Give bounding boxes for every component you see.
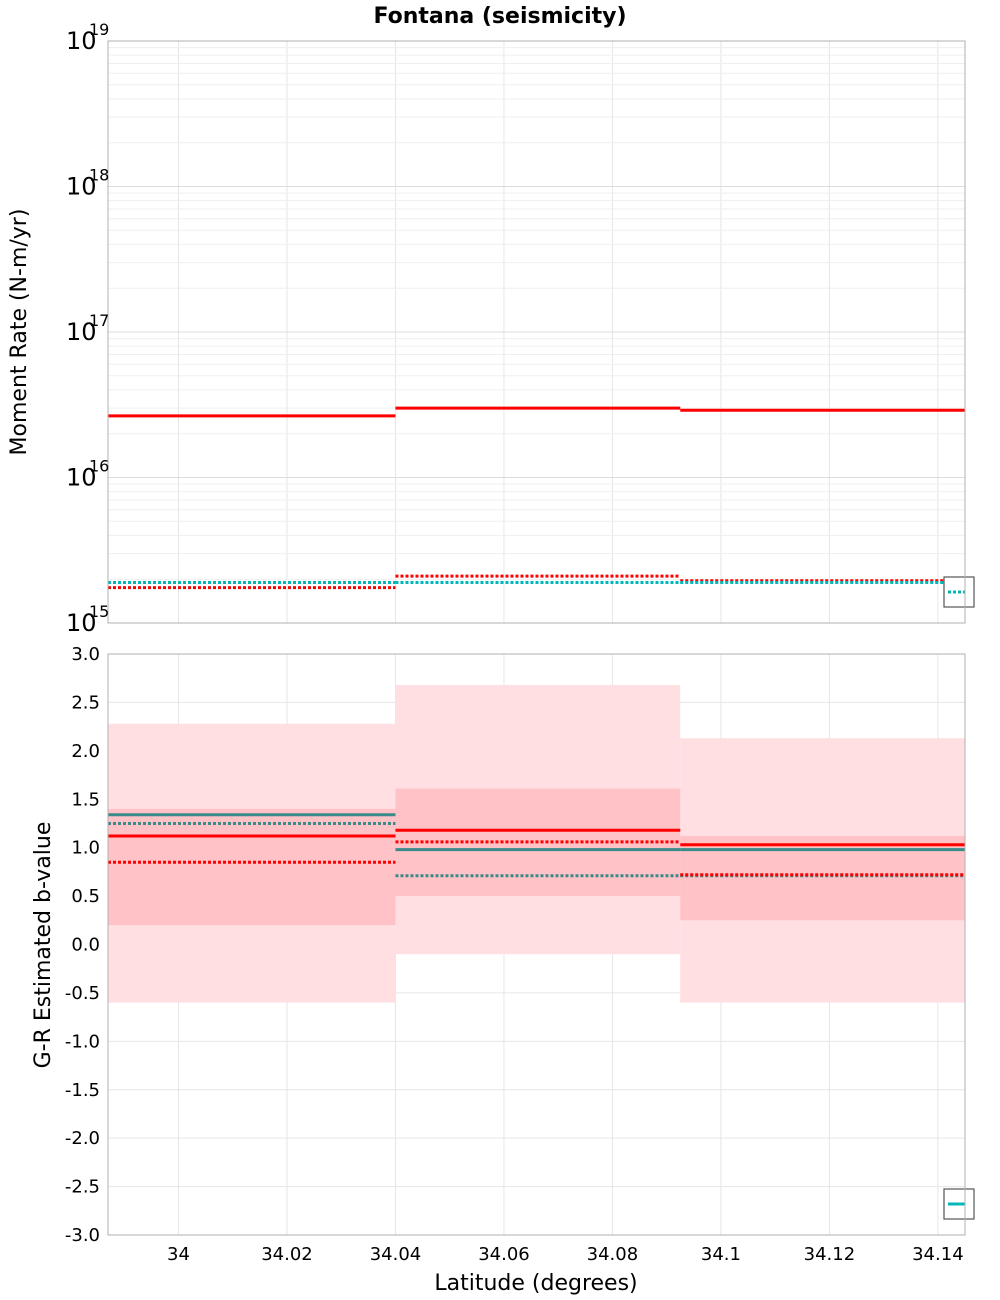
moment-rate-frame xyxy=(107,40,966,624)
y-tick-label: -2.0 xyxy=(65,1128,100,1149)
b-value-uncertainty-bands xyxy=(108,684,965,1003)
y-tick-base: 10 xyxy=(66,27,97,55)
x-tick-label: 34.02 xyxy=(261,1244,313,1265)
chart-title: Fontana (seismicity) xyxy=(373,4,626,29)
y-tick-base: 10 xyxy=(66,173,97,201)
y-tick-label: 3.0 xyxy=(71,644,100,665)
moment-rate-grid xyxy=(108,41,965,624)
y-tick-base: 10 xyxy=(66,464,97,492)
y-tick-label: -1.0 xyxy=(65,1031,100,1052)
latitude-x-ticks: 34 34.02 34.04 34.06 34.08 34.1 34.12 34.14 xyxy=(167,1244,964,1265)
b-value-legend-stub xyxy=(943,1188,975,1220)
b-value-panel: 3.0 2.5 2.0 1.5 1.0 0.5 0.0 -0.5 -1.0 -1.5 -2.0 -2.… xyxy=(31,644,975,1296)
y-tick-label: -2.5 xyxy=(65,1177,100,1198)
y-tick-label: -0.5 xyxy=(65,983,100,1004)
uncertainty-band-inner xyxy=(108,808,396,926)
y-tick-exponent: 18 xyxy=(89,166,109,185)
y-tick-label: -3.0 xyxy=(65,1225,100,1246)
y-tick-label: 0.0 xyxy=(71,935,100,956)
moment-rate-legend-stub xyxy=(943,576,975,608)
x-tick-label: 34.14 xyxy=(912,1244,964,1265)
y-tick-label: -1.5 xyxy=(65,1080,100,1101)
y-tick-exponent: 15 xyxy=(89,602,109,621)
b-value-series xyxy=(108,813,965,878)
x-tick-label: 34 xyxy=(167,1244,190,1265)
x-tick-label: 34.06 xyxy=(478,1244,530,1265)
b-value-y-axis-label: G-R Estimated b-value xyxy=(31,822,56,1069)
y-tick-label: 2.0 xyxy=(71,741,100,762)
x-tick-label: 34.04 xyxy=(370,1244,422,1265)
y-tick-base: 10 xyxy=(66,609,97,637)
y-tick-label: 1.0 xyxy=(71,838,100,859)
moment-rate-y-axis-label: Moment Rate (N-m/yr) xyxy=(7,209,32,456)
y-tick-label: 1.5 xyxy=(71,789,100,810)
y-tick-exponent: 16 xyxy=(89,457,109,476)
y-tick-exponent: 19 xyxy=(89,20,109,39)
b-value-y-ticks: 3.0 2.5 2.0 1.5 1.0 0.5 0.0 -0.5 -1.0 -1.5 -2.0 -2.… xyxy=(65,644,100,1246)
moment-rate-series xyxy=(108,406,965,590)
y-tick-label: 0.5 xyxy=(71,886,100,907)
b-value-frame xyxy=(107,653,966,1236)
y-tick-label: 2.5 xyxy=(71,692,100,713)
y-tick-exponent: 17 xyxy=(89,311,109,330)
x-axis-label: Latitude (degrees) xyxy=(434,1271,637,1296)
x-tick-label: 34.1 xyxy=(701,1244,741,1265)
x-tick-label: 34.08 xyxy=(587,1244,639,1265)
x-tick-label: 34.12 xyxy=(804,1244,856,1265)
y-tick-base: 10 xyxy=(66,318,97,346)
